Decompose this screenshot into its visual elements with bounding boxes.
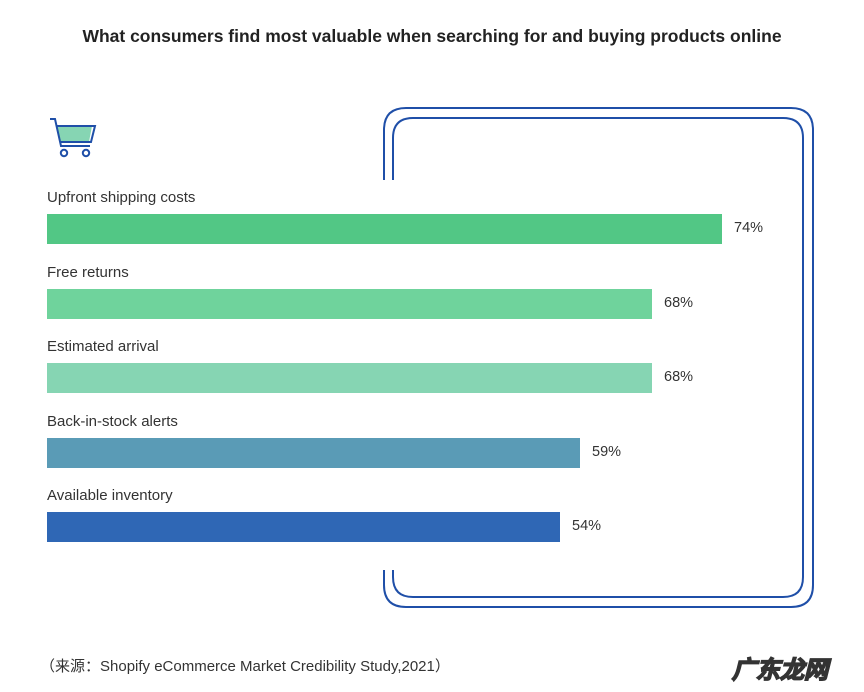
watermark: 广东龙网 — [731, 656, 829, 685]
category-label: Back-in-stock alerts — [47, 412, 178, 430]
value-label: 68% — [664, 294, 694, 311]
source-note: （来源：Shopify eCommerce Market Credibility… — [40, 658, 450, 675]
bar — [47, 363, 652, 393]
value-label: 74% — [734, 220, 764, 236]
bar — [47, 288, 652, 319]
value-label: 54% — [572, 518, 602, 534]
bar — [47, 512, 560, 542]
bar — [47, 437, 580, 468]
category-label: Upfront shipping costs — [47, 189, 196, 206]
value-label: 59% — [592, 443, 622, 460]
chart-title: What consumers find most valuable when s… — [82, 26, 782, 46]
category-label: Estimated arrival — [47, 338, 159, 355]
value-label: 68% — [664, 369, 694, 385]
shopping-cart-icon — [50, 118, 97, 158]
category-label: Free returns — [47, 263, 129, 281]
category-label: Available inventory — [47, 487, 173, 504]
bar — [47, 214, 722, 244]
